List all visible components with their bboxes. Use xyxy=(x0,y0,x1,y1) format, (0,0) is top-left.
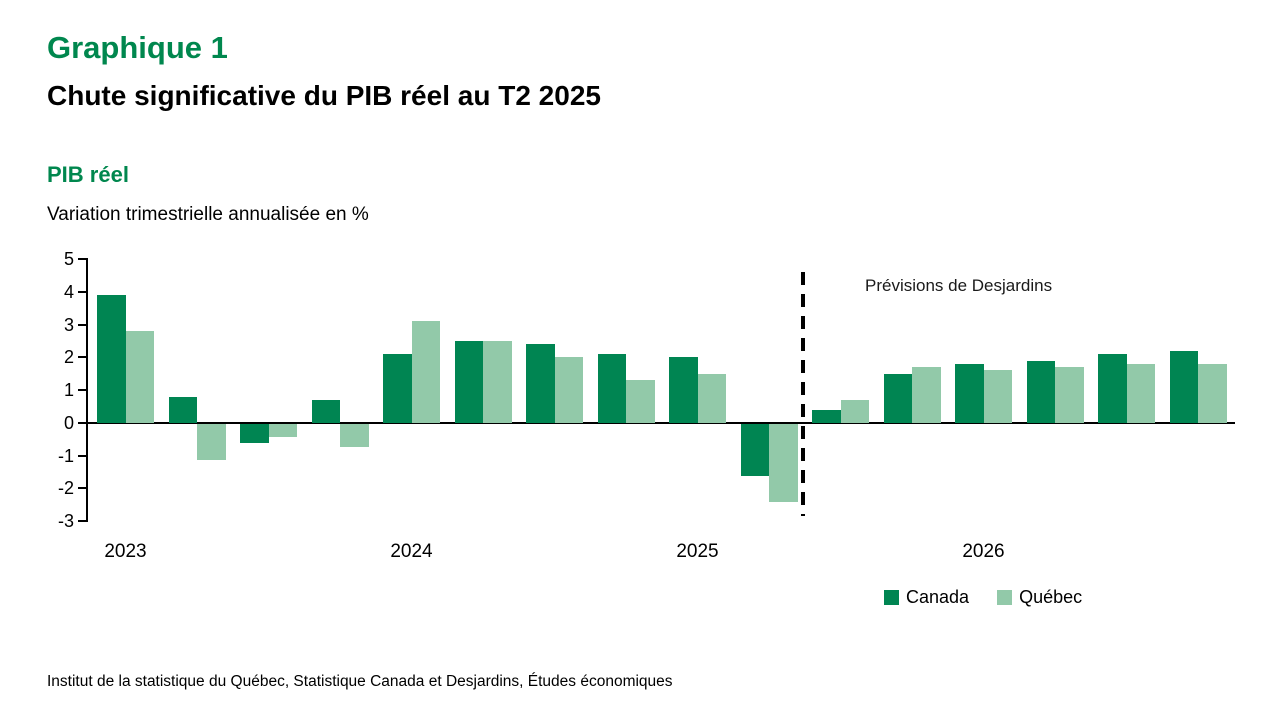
bar-canada-2023-t2 xyxy=(168,396,197,423)
y-axis-tick xyxy=(78,520,88,522)
y-axis-tick-label: -1 xyxy=(57,445,74,466)
bar-quebec-2026-t3 xyxy=(1126,363,1155,423)
y-axis-tick-label: 3 xyxy=(63,314,74,335)
bar-quebec-2025-t4 xyxy=(912,367,941,423)
bar-canada-2026-t4 xyxy=(1169,350,1198,423)
units-label: Variation trimestrielle annualisée en % xyxy=(47,204,369,225)
x-axis-year-label: 2024 xyxy=(390,541,433,562)
legend: Canada Québec xyxy=(884,587,1082,608)
bar-quebec-2026-t1 xyxy=(983,370,1012,423)
y-axis-tick xyxy=(78,323,88,326)
bar-canada-2023-t1 xyxy=(97,295,126,423)
bar-canada-2024-t4 xyxy=(597,353,626,423)
source-note: Institut de la statistique du Québec, St… xyxy=(47,673,673,690)
bar-canada-2025-t2 xyxy=(740,423,769,477)
legend-item-canada: Canada xyxy=(884,587,969,608)
y-axis-tick xyxy=(78,421,88,424)
legend-item-quebec: Québec xyxy=(997,587,1082,608)
bar-quebec-2026-t4 xyxy=(1198,363,1227,423)
bar-quebec-2024-t3 xyxy=(554,357,583,423)
bar-quebec-2025-t2 xyxy=(769,423,798,503)
y-axis-tick-label: 5 xyxy=(63,249,74,269)
y-axis-tick xyxy=(78,454,88,457)
bar-quebec-2023-t3 xyxy=(268,423,297,437)
canada-legend-label: Canada xyxy=(906,587,970,607)
y-axis-tick xyxy=(78,290,88,293)
bar-quebec-2025-t3 xyxy=(840,399,869,423)
bar-quebec-2026-t2 xyxy=(1055,367,1084,423)
bar-quebec-2023-t2 xyxy=(197,423,226,460)
x-axis-year-label: 2023 xyxy=(104,541,147,562)
bar-quebec-2025-t1 xyxy=(697,373,726,423)
bar-canada-2024-t2 xyxy=(454,340,483,423)
bar-quebec-2024-t4 xyxy=(626,380,655,423)
bar-canada-2024-t1 xyxy=(383,353,412,423)
y-axis-tick-label: -2 xyxy=(57,478,74,499)
y-axis-tick-label: 1 xyxy=(63,380,74,400)
bar-canada-2025-t4 xyxy=(883,373,912,423)
forecast-separator-line xyxy=(801,272,805,516)
bar-quebec-2023-t4 xyxy=(340,423,369,447)
quebec-legend-label: Québec xyxy=(1019,587,1083,607)
chart-title: Chute significative du PIB réel au T2 20… xyxy=(47,80,601,111)
y-axis-tick xyxy=(78,258,88,260)
canada-legend-swatch xyxy=(884,590,899,605)
x-axis-line xyxy=(88,421,1235,424)
bar-canada-2023-t3 xyxy=(240,423,269,444)
y-axis-tick-label: -3 xyxy=(57,511,74,531)
y-axis-tick xyxy=(78,356,88,359)
y-axis-tick xyxy=(78,487,88,490)
y-axis-tick-label: 4 xyxy=(63,281,74,302)
forecast-annotation: Prévisions de Desjardins xyxy=(865,276,1053,295)
quebec-legend-swatch xyxy=(997,590,1013,605)
series-title: PIB réel xyxy=(47,162,129,187)
bar-quebec-2023-t1 xyxy=(125,331,154,423)
y-axis-tick xyxy=(78,389,88,391)
bar-canada-2023-t4 xyxy=(311,399,340,423)
y-axis-tick-label: 0 xyxy=(63,412,74,433)
chart-number: Graphique 1 xyxy=(47,30,228,65)
bar-canada-2025-t3 xyxy=(812,409,841,423)
bar-canada-2026-t2 xyxy=(1026,360,1055,423)
x-axis-year-label: 2026 xyxy=(962,541,1005,562)
bar-canada-2025-t1 xyxy=(669,357,698,423)
bar-canada-2026-t1 xyxy=(955,363,984,423)
y-axis-tick-label: 2 xyxy=(63,347,74,368)
bar-quebec-2024-t1 xyxy=(411,321,440,423)
bar-canada-2026-t3 xyxy=(1098,353,1127,423)
bar-quebec-2024-t2 xyxy=(483,340,512,423)
bar-canada-2024-t3 xyxy=(526,344,555,423)
x-axis-year-label: 2025 xyxy=(676,541,719,562)
plot-area: 5 4 3 2 1 0 -1 -2 -3 2023 2024 2025 2026 xyxy=(58,249,1235,562)
